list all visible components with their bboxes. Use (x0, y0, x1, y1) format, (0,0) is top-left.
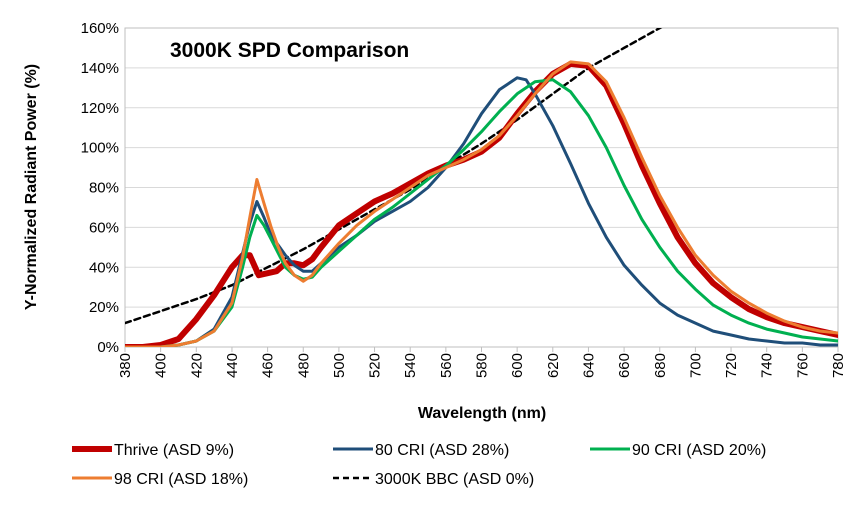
x-tick-label: 660 (616, 353, 633, 378)
y-tick-label: 120% (81, 100, 119, 117)
x-tick-label: 700 (687, 353, 704, 378)
x-tick-label: 440 (224, 353, 241, 378)
y-axis-title: Y-Normalized Radiant Power (%) (23, 64, 40, 310)
y-tick-label: 160% (81, 20, 119, 37)
y-tick-label: 140% (81, 60, 119, 77)
x-tick-label: 400 (153, 353, 170, 378)
y-tick-label: 100% (81, 140, 119, 157)
y-tick-label: 20% (89, 299, 119, 316)
x-tick-label: 520 (367, 353, 384, 378)
x-tick-label: 540 (402, 353, 419, 378)
legend-label: 3000K BBC (ASD 0%) (375, 471, 534, 488)
x-tick-label: 720 (723, 353, 740, 378)
y-tick-label: 0% (97, 339, 119, 356)
x-tick-label: 760 (794, 353, 811, 378)
x-tick-label: 500 (331, 353, 348, 378)
y-axis-ticks: 0% 20% 40% 60% 80% 100% 120% 140% 160% (81, 20, 119, 356)
x-tick-label: 460 (260, 353, 277, 378)
legend: Thrive (ASD 9%) 80 CRI (ASD 28%) 90 CRI (A… (72, 442, 766, 488)
y-tick-label: 60% (89, 219, 119, 236)
x-tick-label: 380 (117, 353, 134, 378)
x-tick-label: 580 (474, 353, 491, 378)
x-tick-label: 600 (509, 353, 526, 378)
y-tick-label: 80% (89, 180, 119, 197)
legend-label: 98 CRI (ASD 18%) (114, 471, 248, 488)
legend-label: 90 CRI (ASD 20%) (632, 442, 766, 459)
legend-label: Thrive (ASD 9%) (114, 442, 234, 459)
y-tick-label: 40% (89, 259, 119, 276)
x-tick-label: 740 (759, 353, 776, 378)
x-tick-label: 780 (830, 353, 847, 378)
x-tick-label: 640 (580, 353, 597, 378)
x-tick-label: 560 (438, 353, 455, 378)
chart-title: 3000K SPD Comparison (170, 39, 409, 62)
series-lines (125, 28, 838, 347)
x-tick-label: 620 (545, 353, 562, 378)
x-axis-ticks: 380 400 420 440 460 480 500 520 540 560 580 600 620 6… (117, 347, 847, 378)
x-axis-title: Wavelength (nm) (418, 405, 546, 422)
x-tick-label: 480 (295, 353, 312, 378)
x-tick-label: 420 (188, 353, 205, 378)
legend-label: 80 CRI (ASD 28%) (375, 442, 509, 459)
series-line (125, 60, 838, 347)
x-tick-label: 680 (652, 353, 669, 378)
